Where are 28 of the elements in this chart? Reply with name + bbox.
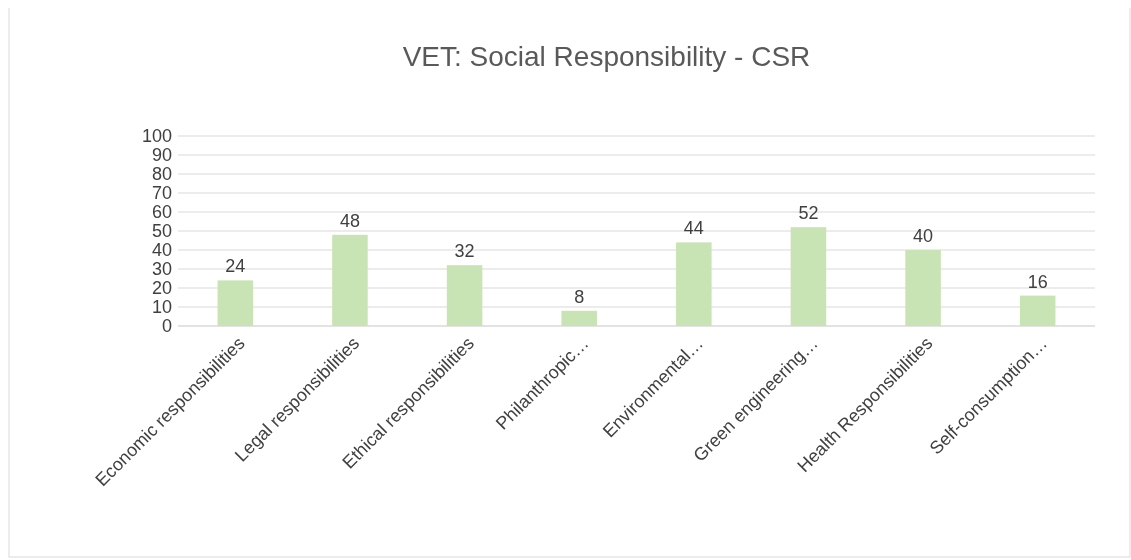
y-tick-label: 50 [151,221,172,242]
y-tick-label: 30 [151,259,172,280]
data-label: 44 [683,218,704,239]
y-tick-label: 60 [151,202,172,223]
bar [905,250,941,326]
data-label: 16 [1027,271,1048,292]
y-tick-label: 20 [151,278,172,299]
data-label: 40 [913,226,934,246]
data-label: 8 [574,286,585,307]
bar [446,265,483,326]
y-tick-label: 0 [161,316,172,337]
data-label: 32 [454,241,475,262]
y-tick-label: 90 [151,145,172,166]
y-tick-label: 70 [151,183,172,204]
bar [790,227,827,326]
bar [1019,295,1056,326]
data-label: 24 [225,256,246,277]
y-tick-label: 100 [141,126,172,147]
bar [676,242,712,326]
bar [561,310,597,326]
data-label: 48 [339,210,360,231]
y-tick-label: 80 [151,164,172,185]
bar [217,280,254,326]
data-label: 52 [798,203,819,224]
bar [332,234,368,326]
y-tick-label: 10 [151,297,172,318]
y-tick-label: 40 [151,240,172,261]
chart-title: VET: Social Responsibility - CSR [402,41,811,72]
